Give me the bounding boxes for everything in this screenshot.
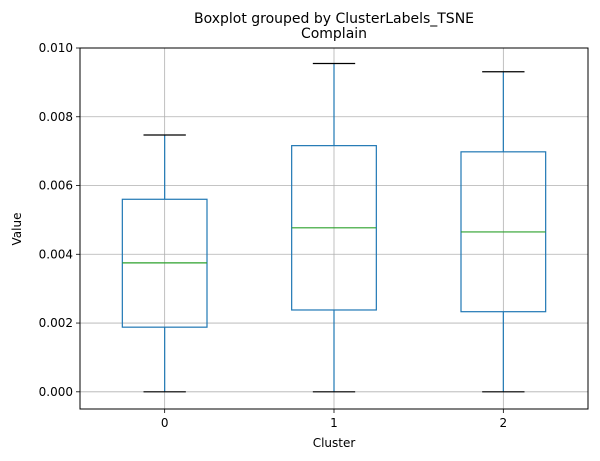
y-tick-label: 0.006 bbox=[39, 179, 73, 193]
chart-title: Complain bbox=[301, 26, 367, 42]
x-tick-label: 1 bbox=[330, 416, 338, 430]
x-axis-label: Cluster bbox=[313, 436, 356, 450]
chart-suptitle: Boxplot grouped by ClusterLabels_TSNE bbox=[194, 11, 474, 27]
x-tick-label: 2 bbox=[500, 416, 508, 430]
y-tick-label: 0.008 bbox=[39, 110, 73, 124]
y-tick-label: 0.000 bbox=[39, 385, 73, 399]
y-tick-label: 0.004 bbox=[39, 247, 73, 261]
x-tick-label: 0 bbox=[161, 416, 169, 430]
axis-ticks: 0.000 0.002 0.004 0.006 0.008 0.010 0 1 2 bbox=[39, 41, 508, 430]
y-tick-label: 0.002 bbox=[39, 316, 73, 330]
y-axis-label: Value bbox=[10, 213, 24, 246]
box-series bbox=[121, 62, 547, 393]
y-tick-label: 0.010 bbox=[39, 41, 73, 55]
